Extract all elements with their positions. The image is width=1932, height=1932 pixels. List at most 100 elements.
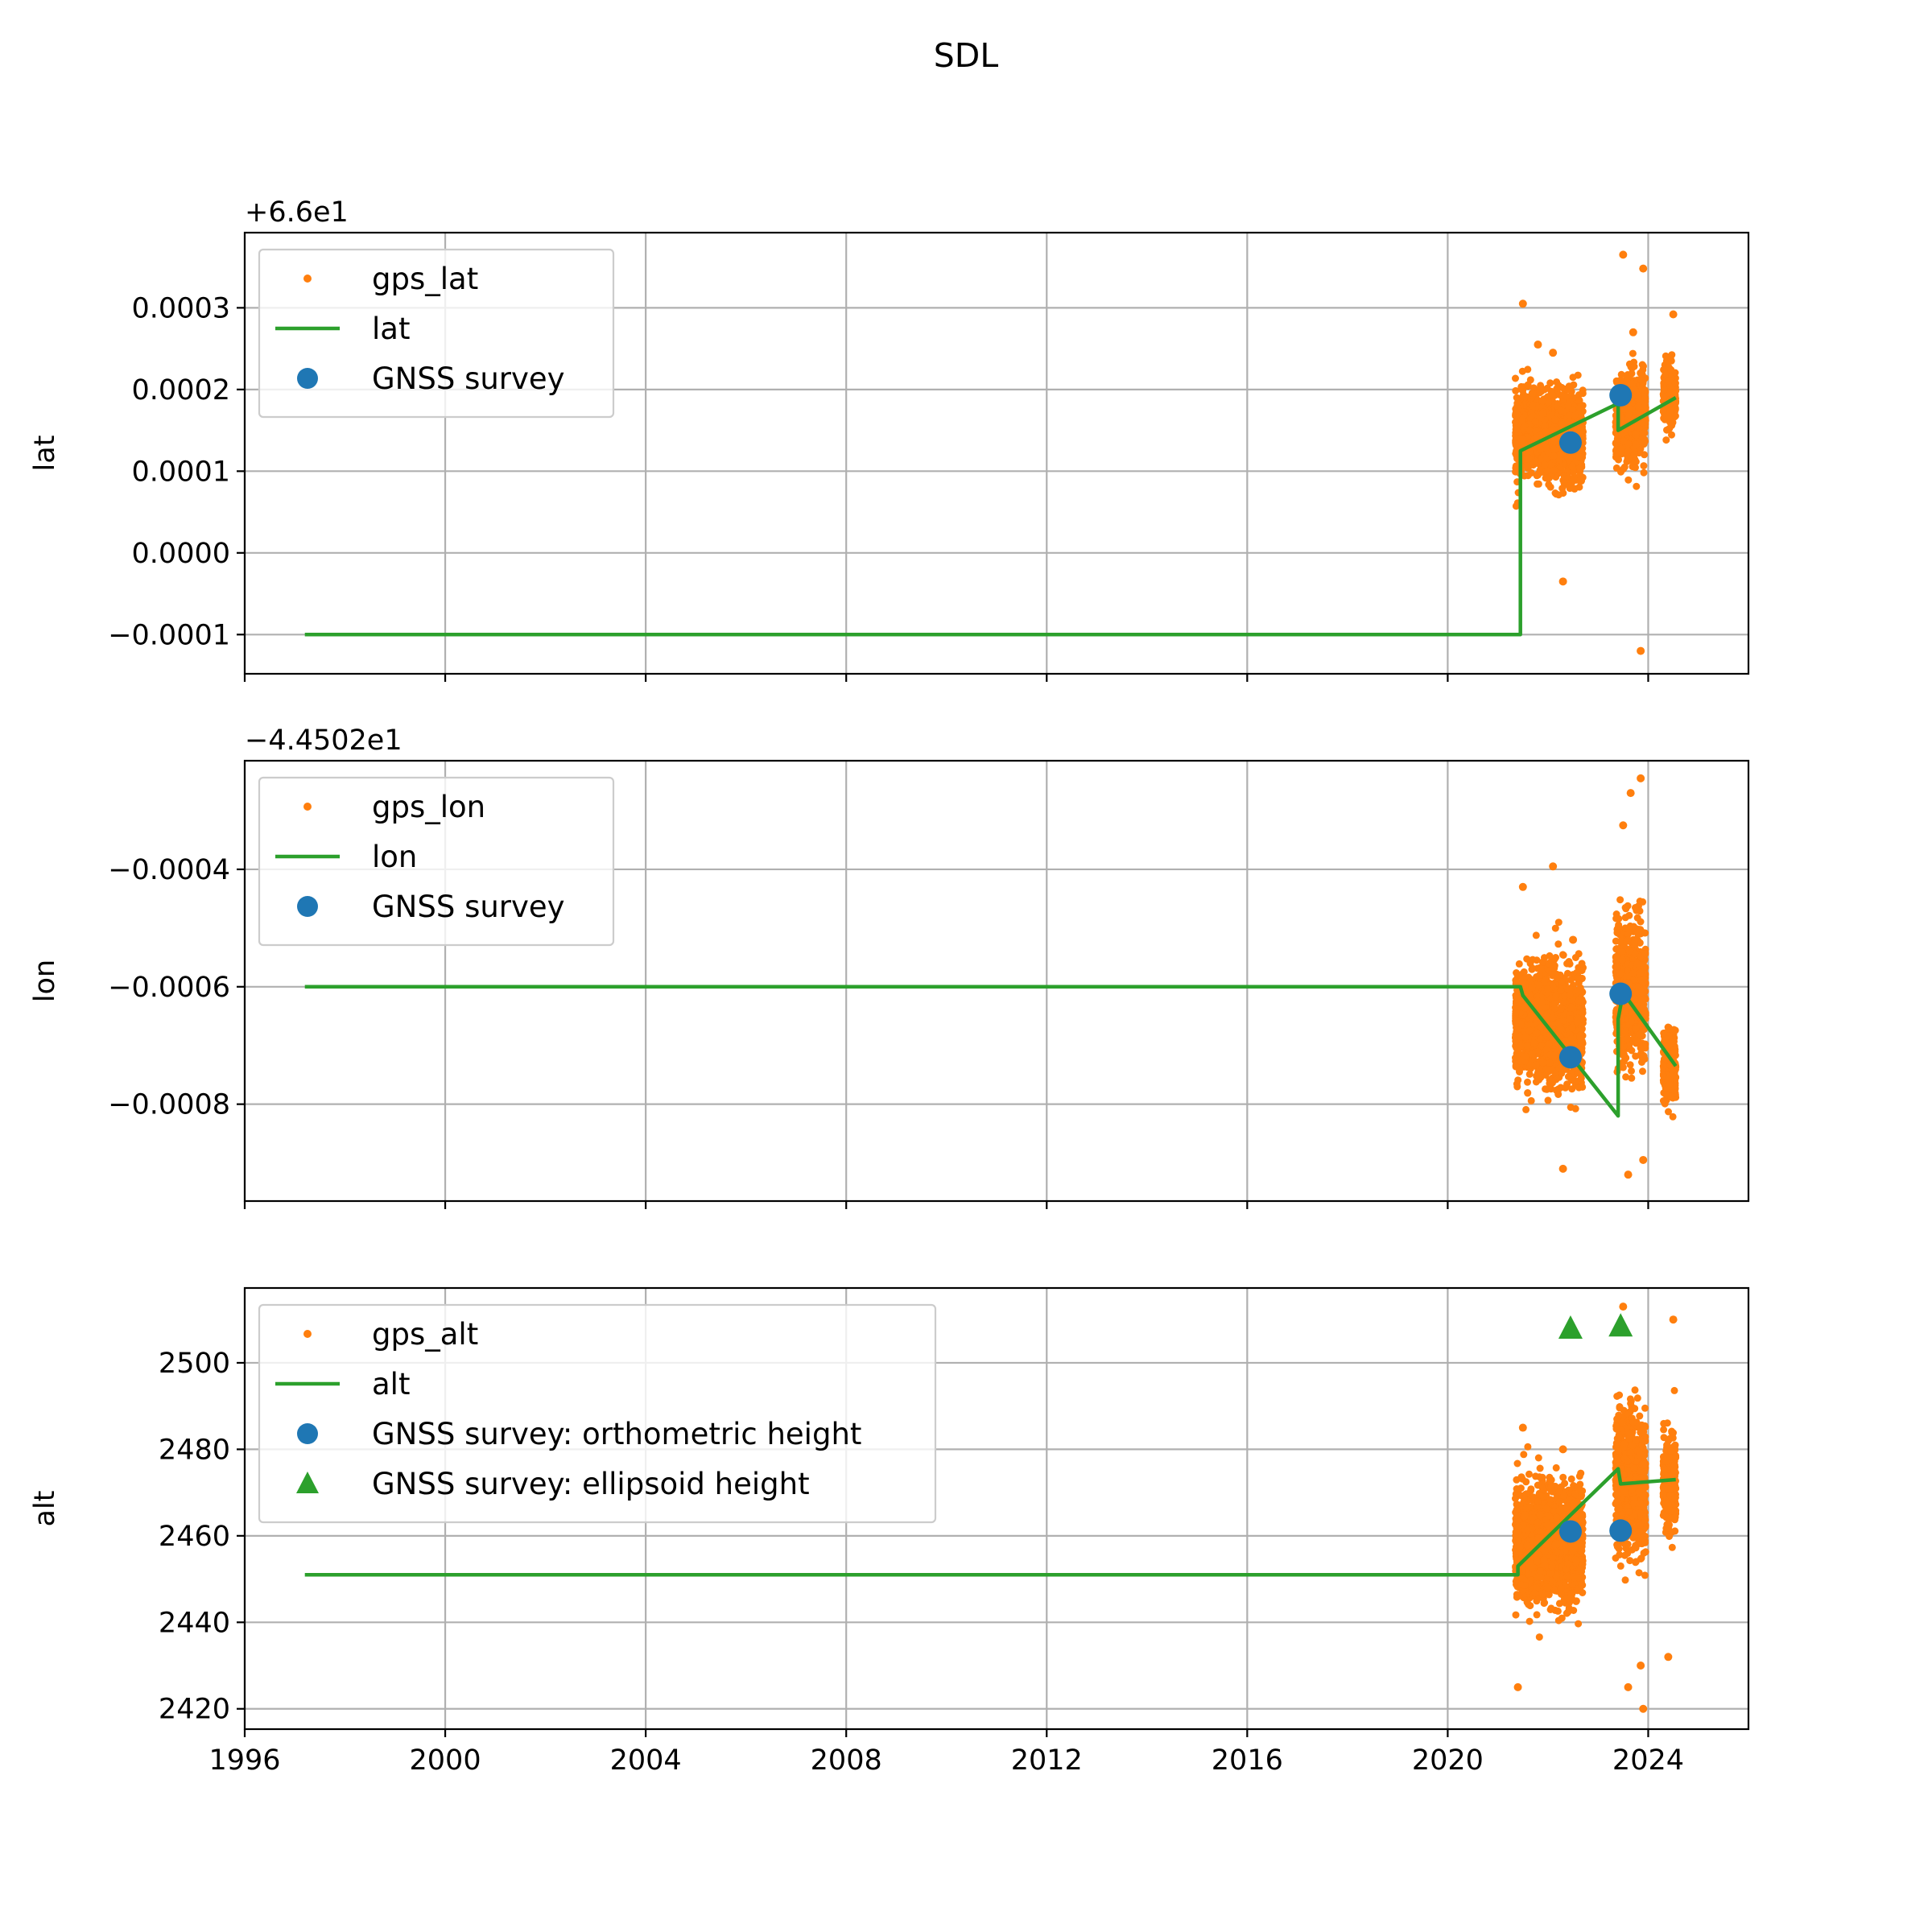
gps-point bbox=[1512, 1063, 1520, 1071]
gps-point bbox=[1514, 997, 1522, 1005]
gps-point bbox=[1524, 1089, 1532, 1096]
gps-point bbox=[1623, 1035, 1631, 1043]
gps-point bbox=[1550, 467, 1558, 474]
gps-point bbox=[1628, 1067, 1635, 1075]
gps-point bbox=[1551, 924, 1559, 932]
gps-point bbox=[1575, 988, 1583, 996]
gps-outlier-point bbox=[1518, 299, 1527, 308]
gps-point bbox=[1663, 426, 1670, 434]
gps-point bbox=[1545, 960, 1552, 968]
gps-point bbox=[1575, 477, 1583, 485]
gps-point bbox=[1573, 1018, 1581, 1026]
gps-point bbox=[1634, 983, 1642, 991]
gps-point bbox=[1577, 1038, 1584, 1046]
gps-point bbox=[1634, 402, 1642, 411]
gps-point bbox=[1636, 939, 1644, 947]
gps-point bbox=[1640, 462, 1648, 470]
gps-point bbox=[1544, 1096, 1552, 1104]
gps-point bbox=[1637, 1044, 1645, 1052]
gps-point bbox=[1575, 396, 1583, 404]
gps-point bbox=[1513, 394, 1521, 402]
gps-point bbox=[1560, 993, 1568, 1000]
gps-point bbox=[1541, 460, 1549, 469]
gps-point bbox=[1620, 463, 1629, 471]
gps-point bbox=[1577, 1075, 1585, 1082]
gps-point bbox=[1525, 426, 1534, 434]
axes-frame bbox=[243, 231, 1750, 675]
gps-point bbox=[1567, 386, 1575, 394]
gps-point bbox=[1512, 386, 1520, 394]
gps-point bbox=[1640, 362, 1647, 370]
gps-point bbox=[1530, 1039, 1538, 1047]
gps-point bbox=[1666, 408, 1674, 416]
gps-point bbox=[1624, 411, 1633, 419]
gps-point bbox=[1515, 960, 1523, 968]
gps-point bbox=[1542, 444, 1550, 452]
series-gps_lon bbox=[1512, 774, 1680, 1179]
gps-point bbox=[1569, 374, 1577, 382]
legend-point-swatch bbox=[303, 275, 312, 283]
gps-point bbox=[1512, 374, 1519, 382]
gps-point bbox=[1640, 440, 1648, 448]
gps-point bbox=[1632, 1052, 1640, 1060]
gnss-survey-marker bbox=[1609, 383, 1633, 407]
gps-point bbox=[1661, 411, 1669, 419]
gps-point bbox=[1521, 1004, 1529, 1012]
gps-point bbox=[1554, 491, 1563, 499]
gps-point bbox=[1612, 450, 1620, 458]
gps-point bbox=[1576, 1034, 1584, 1042]
gps-point bbox=[1567, 1034, 1575, 1042]
gps-point bbox=[1529, 964, 1537, 972]
gps-point bbox=[1626, 1061, 1634, 1069]
gps-point bbox=[1554, 940, 1563, 948]
gps-point bbox=[1550, 446, 1558, 454]
gps-point bbox=[1567, 1104, 1575, 1111]
gps-point bbox=[1533, 472, 1541, 480]
gps-point bbox=[1538, 397, 1546, 405]
legend-label: lat bbox=[372, 312, 410, 346]
gps-point bbox=[1529, 402, 1536, 410]
gps-point bbox=[1518, 415, 1526, 423]
gps-outlier-point bbox=[1558, 577, 1567, 586]
gps-point bbox=[1538, 410, 1546, 418]
gps-point bbox=[1531, 418, 1539, 426]
gps-point bbox=[1558, 978, 1566, 986]
gps-point bbox=[1671, 379, 1679, 387]
gps-point bbox=[1563, 969, 1571, 977]
gps-point bbox=[1519, 435, 1527, 443]
legend-label: GNSS survey bbox=[372, 361, 565, 396]
y-tick-label: 0.0001 bbox=[132, 456, 230, 488]
gps-point bbox=[1517, 1042, 1525, 1050]
gps-point bbox=[1522, 1105, 1530, 1113]
gps-point bbox=[1574, 974, 1582, 982]
gps-point bbox=[1533, 433, 1541, 441]
gps-point bbox=[1528, 469, 1535, 477]
gps-point bbox=[1638, 1059, 1645, 1066]
gps-point bbox=[1513, 978, 1521, 986]
gps-point bbox=[1623, 451, 1631, 459]
y-tick-label: −0.0001 bbox=[108, 619, 230, 651]
gps-point bbox=[1557, 1025, 1565, 1033]
gps-point bbox=[1662, 436, 1670, 444]
gps-point bbox=[1554, 384, 1562, 392]
gps-point bbox=[1513, 1016, 1520, 1024]
gps-point bbox=[1532, 931, 1540, 939]
figure-title: SDL bbox=[934, 36, 999, 75]
panel-lat: −0.00010.00000.00010.00020.0003+6.6e1lat… bbox=[29, 196, 1750, 682]
gps-point bbox=[1549, 1079, 1556, 1087]
gps-point bbox=[1567, 976, 1575, 984]
gps-point bbox=[1513, 440, 1521, 448]
gps-point bbox=[1637, 1030, 1645, 1038]
gps-outlier-point bbox=[1629, 328, 1637, 336]
gps-point bbox=[1667, 365, 1675, 374]
gps-point bbox=[1528, 984, 1536, 992]
gps-point bbox=[1578, 967, 1586, 975]
gps-point bbox=[1666, 353, 1674, 361]
gps-point bbox=[1613, 431, 1621, 439]
axis-offset-label: +6.6e1 bbox=[245, 196, 349, 229]
gps-point bbox=[1550, 1005, 1558, 1013]
gps-point bbox=[1517, 1033, 1525, 1041]
gps-point bbox=[1612, 914, 1620, 923]
